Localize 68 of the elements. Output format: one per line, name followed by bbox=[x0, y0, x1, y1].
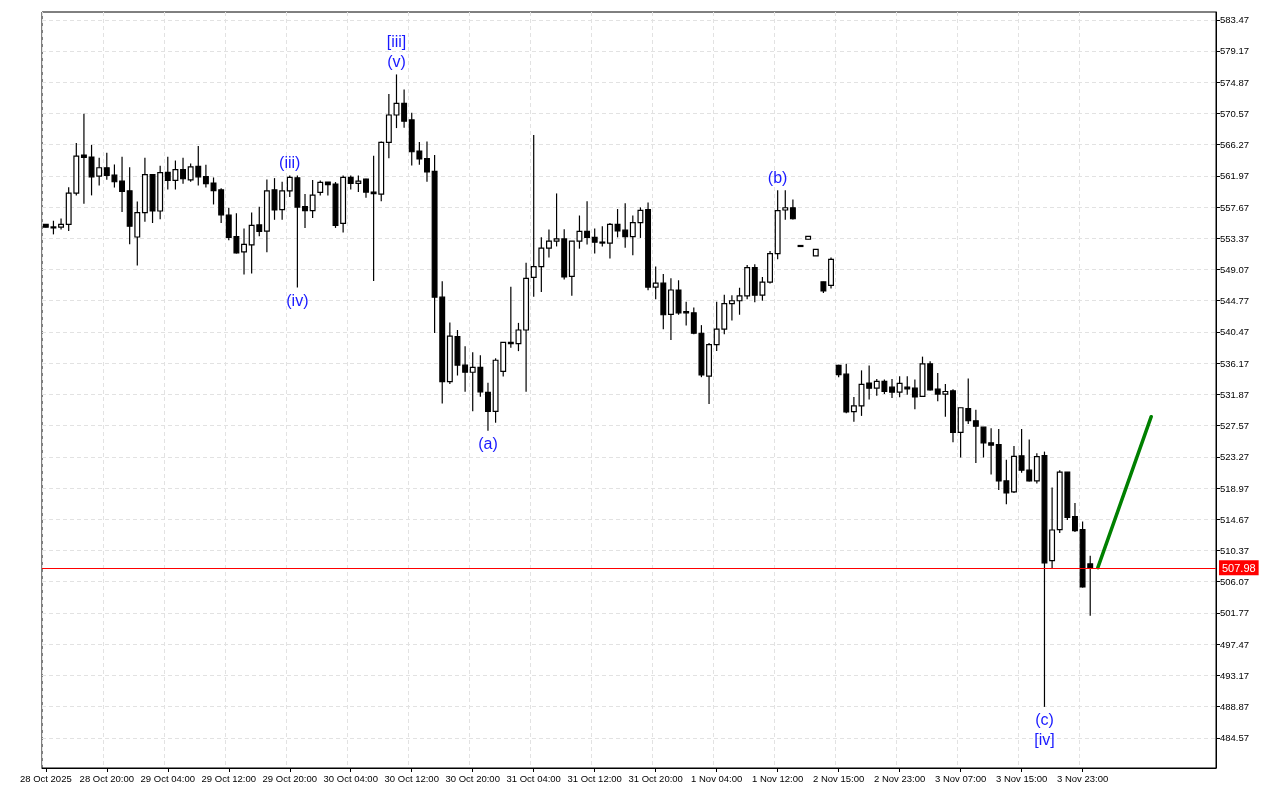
x-tick-label: 31 Oct 20:00 bbox=[628, 772, 683, 784]
candlestick bbox=[545, 228, 552, 259]
y-tick-label: 566.27 bbox=[1220, 139, 1250, 151]
y-tick-label: 501.77 bbox=[1220, 607, 1250, 619]
y-tick-label: 544.77 bbox=[1220, 295, 1250, 307]
candlestick bbox=[58, 217, 65, 231]
x-tick-label: 30 Oct 04:00 bbox=[323, 772, 378, 784]
text: (c) [iv] bbox=[1034, 711, 1055, 749]
y-tick-label: 506.07 bbox=[1220, 576, 1250, 588]
candlestick bbox=[889, 378, 895, 399]
y-tick-label: 514.67 bbox=[1220, 513, 1250, 525]
y-tick-label: 484.57 bbox=[1220, 732, 1250, 744]
x-tick-label: 1 Nov 12:00 bbox=[752, 772, 804, 784]
y-tick-label: 527.57 bbox=[1220, 420, 1250, 432]
x-tick-label: 2 Nov 15:00 bbox=[813, 772, 865, 784]
candlestick bbox=[363, 178, 369, 199]
candlestick bbox=[606, 222, 613, 260]
y-tick-label: 493.17 bbox=[1220, 669, 1250, 681]
x-tick-label: 1 Nov 04:00 bbox=[691, 772, 743, 784]
y-tick-label: 488.87 bbox=[1220, 701, 1250, 713]
x-tick-label: 30 Oct 12:00 bbox=[384, 772, 439, 784]
x-tick-label: 3 Nov 15:00 bbox=[995, 772, 1048, 784]
x-tick-label: 29 Oct 20:00 bbox=[262, 772, 317, 784]
candlestick bbox=[119, 156, 126, 213]
candlestick bbox=[80, 113, 87, 205]
text: (iv) bbox=[286, 291, 309, 309]
y-tick-label: 570.57 bbox=[1220, 107, 1250, 119]
y-tick-label: 531.87 bbox=[1220, 388, 1250, 400]
text: (a) bbox=[478, 435, 498, 453]
candlestick bbox=[202, 164, 209, 189]
candlestick bbox=[972, 409, 979, 464]
x-tick-label: 31 Oct 04:00 bbox=[506, 772, 561, 784]
y-tick-label: 518.97 bbox=[1220, 482, 1250, 494]
text: (iii) bbox=[279, 154, 301, 171]
candlestick bbox=[241, 227, 247, 275]
y-tick-label: 540.47 bbox=[1220, 326, 1250, 338]
x-tick-label: 29 Oct 12:00 bbox=[201, 772, 256, 784]
candlestick bbox=[584, 200, 591, 246]
y-tick-label: 497.47 bbox=[1220, 638, 1250, 650]
candlestick bbox=[728, 294, 735, 322]
y-tick-label: 510.37 bbox=[1220, 544, 1250, 556]
candlestick bbox=[485, 382, 491, 432]
y-tick-label: 557.67 bbox=[1220, 201, 1250, 213]
x-tick-label: 28 Oct 2025 bbox=[19, 772, 72, 784]
y-tick-label: 549.07 bbox=[1220, 264, 1250, 276]
x-tick-label: 3 Nov 23:00 bbox=[1056, 772, 1109, 784]
y-tick-label: 561.97 bbox=[1220, 170, 1250, 182]
candlestick bbox=[309, 179, 316, 219]
y-tick-label: 553.37 bbox=[1220, 232, 1250, 244]
y-tick-label: 523.27 bbox=[1220, 451, 1250, 463]
y-tick-label: 579.17 bbox=[1220, 45, 1250, 57]
x-tick-label: 3 Nov 07:00 bbox=[935, 772, 987, 784]
x-tick-label: 30 Oct 20:00 bbox=[445, 772, 500, 784]
x-tick-label: 28 Oct 20:00 bbox=[79, 772, 134, 784]
x-tick-label: 31 Oct 12:00 bbox=[567, 772, 622, 784]
candlestick bbox=[1072, 502, 1078, 533]
y-tick-label: 574.87 bbox=[1220, 76, 1250, 88]
text: (b) bbox=[767, 168, 788, 186]
x-tick-label: 29 Oct 04:00 bbox=[140, 772, 195, 784]
ref-line-label: 507.98 bbox=[1222, 561, 1256, 574]
y-tick-label: 583.47 bbox=[1220, 14, 1250, 26]
candlestick bbox=[302, 193, 308, 229]
candlestick bbox=[462, 345, 469, 393]
x-tick-label: 2 Nov 23:00 bbox=[874, 772, 926, 784]
y-tick-label: 536.17 bbox=[1220, 357, 1250, 369]
candlestick bbox=[180, 157, 186, 185]
text: [iii] (v) bbox=[386, 32, 407, 70]
candlestick bbox=[424, 140, 430, 183]
